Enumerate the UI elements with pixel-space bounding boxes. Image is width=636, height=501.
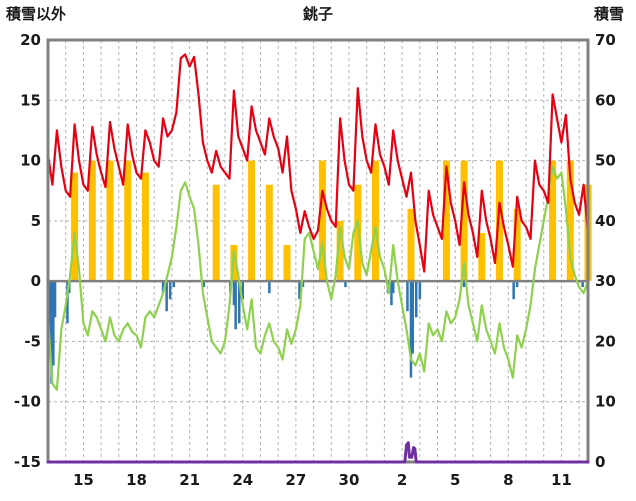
svg-text:15: 15 (20, 91, 41, 109)
svg-text:5: 5 (31, 212, 41, 230)
svg-text:0: 0 (31, 272, 41, 290)
svg-text:15: 15 (73, 471, 94, 489)
svg-text:27: 27 (285, 471, 306, 489)
svg-text:0: 0 (595, 453, 605, 471)
right-axis-title: 積雪 (593, 5, 624, 23)
svg-text:11: 11 (551, 471, 572, 489)
svg-text:-5: -5 (24, 332, 41, 350)
svg-text:70: 70 (595, 31, 616, 49)
svg-text:-15: -15 (14, 453, 41, 471)
svg-text:30: 30 (595, 272, 616, 290)
svg-text:50: 50 (595, 152, 616, 170)
svg-text:5: 5 (450, 471, 460, 489)
svg-text:8: 8 (503, 471, 513, 489)
svg-text:40: 40 (595, 212, 616, 230)
svg-text:24: 24 (232, 471, 253, 489)
station-title: 銚子 (302, 5, 333, 23)
svg-text:20: 20 (595, 332, 616, 350)
svg-text:10: 10 (20, 152, 41, 170)
svg-text:18: 18 (126, 471, 147, 489)
svg-text:10: 10 (595, 393, 616, 411)
svg-text:-10: -10 (14, 393, 41, 411)
svg-text:30: 30 (339, 471, 360, 489)
svg-text:2: 2 (397, 471, 407, 489)
left-axis-title: 積雪以外 (6, 5, 67, 23)
svg-text:21: 21 (179, 471, 200, 489)
svg-text:60: 60 (595, 91, 616, 109)
svg-text:20: 20 (20, 31, 41, 49)
